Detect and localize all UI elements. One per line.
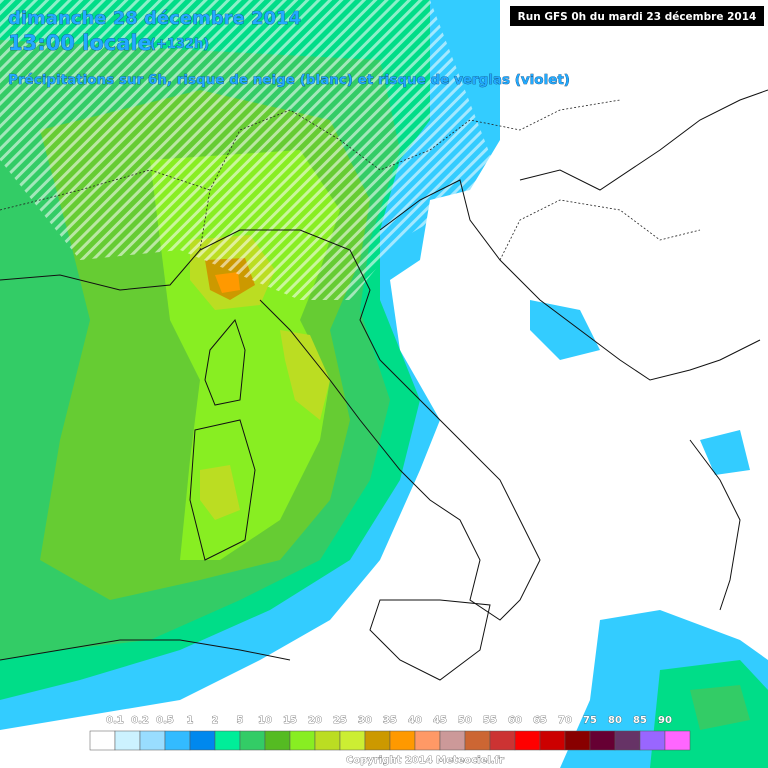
legend-label: 75 xyxy=(583,715,597,726)
legend-label: 25 xyxy=(333,715,347,726)
legend-label: 10 xyxy=(258,715,272,726)
legend-swatch xyxy=(339,730,366,751)
legend: 0.1 0.2 0.5 1 2 5 10 15 20 25 30 35 40 45 50 55 60 65 70 75… xyxy=(89,715,691,751)
legend-swatch xyxy=(464,730,491,751)
legend-swatch xyxy=(289,730,316,751)
legend-swatch xyxy=(664,730,691,751)
run-box xyxy=(510,6,764,26)
legend-swatch xyxy=(414,730,441,751)
copyright: Copyright 2014 Meteociel.fr xyxy=(346,755,504,766)
legend-swatch xyxy=(189,730,216,751)
legend-label: 45 xyxy=(433,715,447,726)
legend-label: 20 xyxy=(308,715,322,726)
legend-swatch xyxy=(589,730,616,751)
legend-label: 15 xyxy=(283,715,297,726)
legend-label: 0.1 xyxy=(106,715,124,726)
legend-label: 5 xyxy=(237,715,244,726)
legend-label: 55 xyxy=(483,715,497,726)
coastlines xyxy=(0,89,768,681)
legend-swatch xyxy=(214,730,241,751)
legend-label: 2 xyxy=(212,715,219,726)
legend-label: 30 xyxy=(358,715,372,726)
legend-label: 90 xyxy=(658,715,672,726)
legend-swatch xyxy=(314,730,341,751)
legend-swatch xyxy=(364,730,391,751)
map-subtitle: Précipitations sur 6h, risque de neige (… xyxy=(8,72,570,88)
legend-swatch xyxy=(514,730,541,751)
legend-swatch xyxy=(489,730,516,751)
run-label: Run GFS 0h du mardi 23 décembre 2014 xyxy=(518,11,757,23)
legend-label: 50 xyxy=(458,715,472,726)
legend-swatch xyxy=(114,730,141,751)
legend-swatch xyxy=(639,730,666,751)
legend-label: 40 xyxy=(408,715,422,726)
legend-label: 65 xyxy=(533,715,547,726)
legend-swatch xyxy=(539,730,566,751)
forecast-date: dimanche 28 décembre 2014 xyxy=(8,8,301,29)
legend-swatch xyxy=(564,730,591,751)
legend-swatch xyxy=(614,730,641,751)
legend-label: 80 xyxy=(608,715,622,726)
legend-label: 85 xyxy=(633,715,647,726)
legend-swatch xyxy=(89,730,116,751)
legend-swatch xyxy=(164,730,191,751)
legend-label: 0.2 xyxy=(131,715,149,726)
legend-swatch xyxy=(139,730,166,751)
legend-swatch xyxy=(239,730,266,751)
legend-label: 35 xyxy=(383,715,397,726)
legend-swatch xyxy=(389,730,416,751)
legend-swatch xyxy=(264,730,291,751)
legend-label: 70 xyxy=(558,715,572,726)
legend-label: 60 xyxy=(508,715,522,726)
forecast-time: 13:00 locale xyxy=(8,31,152,55)
legend-label: 1 xyxy=(187,715,194,726)
legend-swatch xyxy=(439,730,466,751)
legend-label: 0.5 xyxy=(156,715,174,726)
forecast-lead: (+132h) xyxy=(150,37,209,52)
